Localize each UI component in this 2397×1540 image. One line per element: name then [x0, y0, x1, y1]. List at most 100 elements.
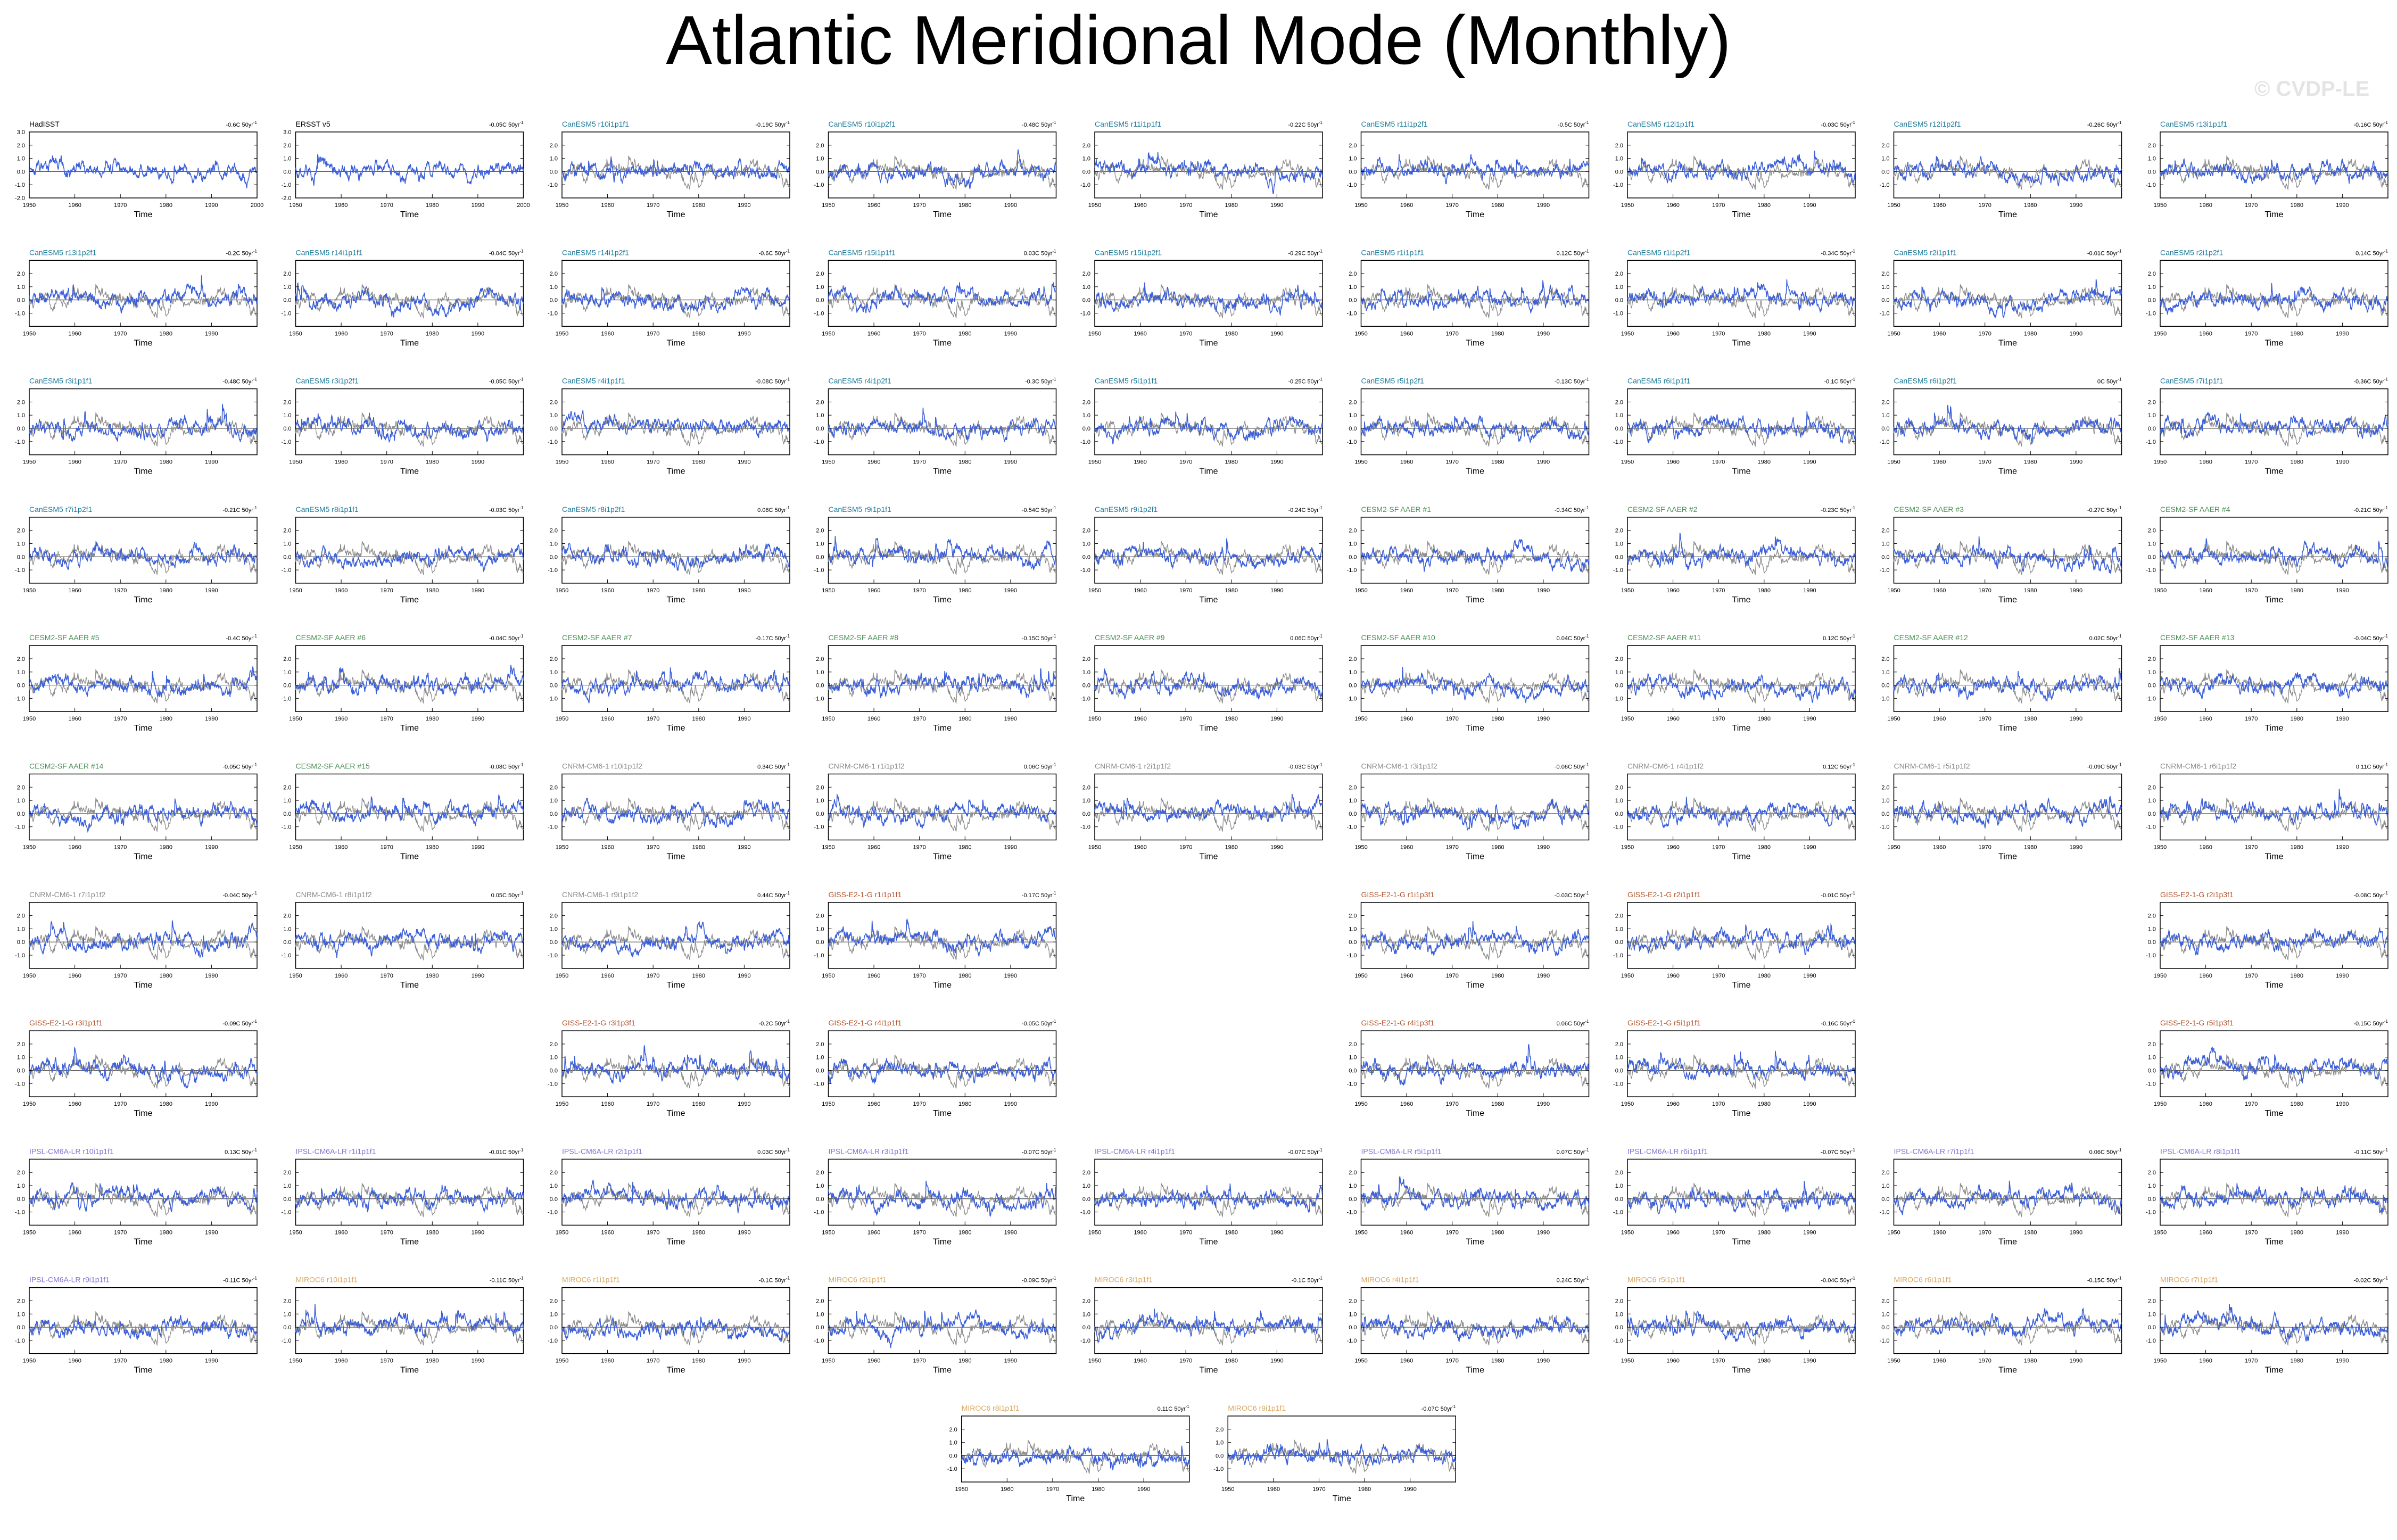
- y-tick-label: 2.0: [816, 528, 824, 534]
- x-axis-label: Time: [1200, 1237, 1218, 1246]
- x-axis-label: Time: [933, 1366, 952, 1375]
- x-tick-label: 1960: [1400, 459, 1413, 466]
- y-tick-label: -2.0: [15, 195, 25, 202]
- panel: CESM2-SF AAER #1 -0.34C 50yr-1 2.0 1.0 0.0 -1…: [1347, 505, 1590, 605]
- y-tick-label: 0.0: [550, 169, 558, 175]
- x-axis-label: Time: [1200, 338, 1218, 347]
- y-tick-label: -1.0: [1613, 696, 1623, 702]
- x-tick-label: 1980: [2291, 844, 2303, 851]
- x-tick-label: 1980: [1758, 844, 1771, 851]
- y-tick-label: -1.0: [282, 567, 292, 574]
- panel: CanESM5 r10i1p2f1 -0.48C 50yr-1 2.0 1.0 0.0 -…: [814, 120, 1057, 219]
- x-tick-label: 1990: [2336, 202, 2349, 209]
- y-tick-label: -1.0: [15, 182, 25, 188]
- x-tick-label: 1970: [913, 1358, 925, 1364]
- y-tick-label: 1.0: [1881, 156, 1889, 162]
- panel: CanESM5 r12i1p1f1 -0.03C 50yr-1 2.0 1.0 0.0 -…: [1613, 120, 1856, 219]
- y-tick-label: 0.0: [283, 1324, 291, 1331]
- x-tick-label: 1990: [1537, 330, 1550, 337]
- x-tick-label: 1950: [556, 844, 568, 851]
- panel-frame: [1360, 388, 1590, 456]
- y-tick-label: -1.0: [548, 567, 558, 574]
- model-series-line: [295, 282, 524, 318]
- model-series-line: [295, 544, 524, 573]
- panel-title: CESM2-SF AAER #13: [2160, 633, 2234, 642]
- x-tick-label: 1960: [1933, 1229, 1946, 1236]
- y-tick-label: 0.0: [2148, 554, 2156, 560]
- x-tick-label: 1950: [556, 973, 568, 979]
- x-tick-label: 1980: [1491, 716, 1504, 722]
- y-tick-label: 2.0: [550, 271, 558, 277]
- y-tick-label: -1.0: [1080, 696, 1090, 702]
- x-tick-label: 1990: [205, 1229, 218, 1236]
- y-tick-label: 1.0: [283, 412, 291, 419]
- x-tick-label: 1970: [1712, 1358, 1725, 1364]
- model-series-line: [295, 927, 524, 958]
- x-tick-label: 1970: [1445, 202, 1458, 209]
- y-tick-label: 1.0: [1881, 798, 1889, 804]
- y-tick-label: 2.0: [1082, 1170, 1090, 1176]
- x-tick-label: 1970: [1445, 716, 1458, 722]
- x-axis-label: Time: [933, 1237, 952, 1246]
- x-tick-label: 1980: [1758, 330, 1771, 337]
- y-tick-label: 0.0: [550, 811, 558, 817]
- x-axis-label: Time: [1466, 981, 1484, 990]
- model-series-line: [1627, 411, 1856, 444]
- x-tick-label: 1990: [1004, 587, 1017, 594]
- panel: CanESM5 r7i1p2f1 -0.21C 50yr-1 2.0 1.0 0.0 -1…: [15, 505, 258, 605]
- x-axis-label: Time: [2265, 467, 2284, 476]
- x-tick-label: 1990: [205, 202, 218, 209]
- x-tick-label: 1980: [1225, 844, 1238, 851]
- x-tick-label: 1970: [2245, 844, 2258, 851]
- panel-trend-label: -0.15C 50yr-1: [2353, 1019, 2388, 1027]
- x-tick-label: 1990: [738, 202, 750, 209]
- model-series-line: [561, 1044, 790, 1085]
- x-tick-label: 1960: [1400, 716, 1413, 722]
- observed-series-line: [1627, 669, 1856, 704]
- x-tick-label: 1990: [1403, 1486, 1416, 1493]
- panel-frame: [561, 773, 790, 841]
- panel-trend-label: -0.13C 50yr-1: [1555, 377, 1589, 385]
- y-tick-label: 0.0: [1881, 1324, 1889, 1331]
- x-tick-label: 1980: [1225, 459, 1238, 466]
- y-tick-label: 0.0: [283, 554, 291, 560]
- model-series-line: [1627, 1050, 1856, 1083]
- panel-title: CNRM-CM6-1 r6i1p1f2: [2160, 762, 2236, 771]
- x-tick-label: 1970: [2245, 1101, 2258, 1107]
- x-tick-label: 1990: [2070, 330, 2082, 337]
- model-series-line: [561, 410, 790, 438]
- panel-frame: [961, 1415, 1190, 1483]
- y-tick-label: 2.0: [1082, 143, 1090, 149]
- x-tick-label: 1990: [1803, 844, 1816, 851]
- x-tick-label: 1950: [2154, 844, 2167, 851]
- y-tick-label: -1.0: [15, 1210, 25, 1216]
- y-tick-label: 1.0: [816, 156, 824, 162]
- y-tick-label: 2.0: [1615, 656, 1623, 663]
- y-tick-label: -1.0: [2146, 953, 2156, 959]
- x-tick-label: 1960: [1134, 202, 1146, 209]
- x-tick-label: 1960: [1933, 1358, 1946, 1364]
- y-tick-label: 0.0: [816, 297, 824, 304]
- panel-trend-label: -0.06C 50yr-1: [1555, 763, 1589, 771]
- observed-series-line: [1893, 1311, 2122, 1346]
- panel-frame: [828, 260, 1057, 327]
- y-tick-label: 2.0: [1349, 271, 1357, 277]
- x-tick-label: 1950: [23, 1358, 36, 1364]
- x-tick-label: 1950: [289, 330, 302, 337]
- x-tick-label: 1980: [958, 330, 971, 337]
- observed-series-line: [29, 669, 258, 704]
- x-axis-label: Time: [1466, 338, 1484, 347]
- y-tick-label: 2.0: [550, 656, 558, 663]
- model-series-line: [2160, 1046, 2388, 1083]
- y-tick-label: 0.0: [1082, 426, 1090, 432]
- panel: IPSL-CM6A-LR r6i1p1f1 -0.07C 50yr-1 2.0 1.0…: [1613, 1147, 1856, 1246]
- x-tick-label: 1950: [1088, 1229, 1101, 1236]
- panel: CanESM5 r15i1p2f1 -0.29C 50yr-1 2.0 1.0 0.0 -…: [1080, 248, 1323, 347]
- y-tick-label: 0.0: [2148, 297, 2156, 304]
- x-tick-label: 1970: [2245, 459, 2258, 466]
- x-tick-label: 1960: [1666, 844, 1679, 851]
- observed-series-line: [561, 925, 790, 961]
- panel-frame: [29, 517, 258, 584]
- x-axis-label: Time: [1998, 467, 2017, 476]
- panel: MIROC6 r1i1p1f1 -0.1C 50yr-1 2.0 1.0 0.0 -1.0…: [548, 1276, 790, 1375]
